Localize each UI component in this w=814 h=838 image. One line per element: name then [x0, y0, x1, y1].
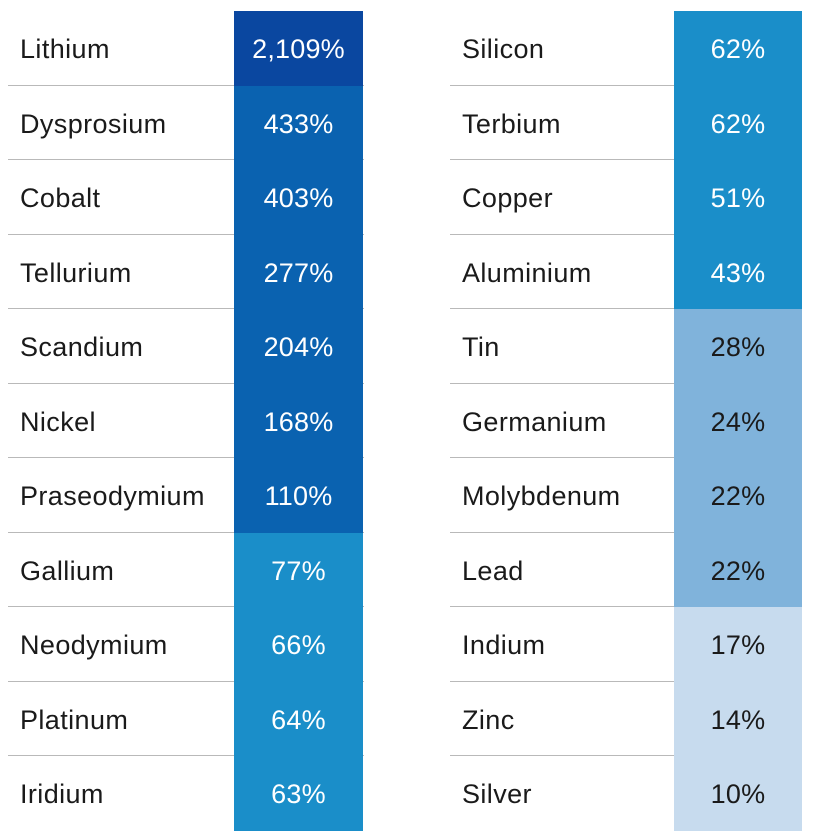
table-row: Lead 22% — [450, 532, 802, 607]
value-cell: 77% — [234, 532, 363, 607]
value-cell: 204% — [234, 309, 363, 384]
material-name: Nickel — [20, 406, 96, 437]
value-cell: 63% — [234, 756, 363, 831]
table-row: Silver 10% — [450, 756, 802, 831]
value-cell: 277% — [234, 234, 363, 309]
material-name: Tellurium — [20, 257, 132, 288]
value-cell: 62% — [674, 85, 802, 160]
left-table: Lithium 2,109% Dysprosium 433% Cobalt 403% Tel… — [8, 11, 364, 831]
material-name: Gallium — [20, 555, 115, 586]
table-row: Molybdenum 22% — [450, 458, 802, 533]
material-name: Silicon — [462, 34, 545, 64]
table-row: Copper 51% — [450, 160, 802, 235]
material-name: Dysprosium — [20, 108, 167, 139]
material-name: Neodymium — [20, 630, 168, 660]
table-row: Scandium 204% — [8, 309, 364, 384]
table-row: Terbium 62% — [450, 85, 802, 160]
material-name: Germanium — [462, 406, 607, 437]
value-cell: 10% — [674, 756, 802, 831]
value-cell: 24% — [674, 383, 802, 458]
table-row: Lithium 2,109% — [8, 11, 364, 86]
value-cell: 14% — [674, 681, 802, 756]
material-name: Lead — [462, 555, 524, 586]
table-row: Iridium 63% — [8, 756, 364, 831]
value-cell: 403% — [234, 160, 363, 235]
table-row: Dysprosium 433% — [8, 85, 364, 160]
material-name: Scandium — [20, 332, 144, 362]
table-row: Aluminium 43% — [450, 234, 802, 309]
value-cell: 28% — [674, 309, 802, 384]
material-name: Indium — [462, 630, 546, 660]
value-cell: 2,109% — [234, 11, 363, 86]
table-row: Cobalt 403% — [8, 160, 364, 235]
material-name: Lithium — [20, 34, 110, 64]
table-row: Indium 17% — [450, 607, 802, 682]
value-cell: 64% — [234, 681, 363, 756]
table-row: Germanium 24% — [450, 383, 802, 458]
material-name: Molybdenum — [462, 481, 621, 511]
material-name: Terbium — [462, 108, 561, 139]
table-row: Neodymium 66% — [8, 607, 364, 682]
table-row: Gallium 77% — [8, 532, 364, 607]
material-name: Iridium — [20, 779, 104, 809]
material-name: Platinum — [20, 704, 129, 735]
table-row: Praseodymium 110% — [8, 458, 364, 533]
value-cell: 22% — [674, 532, 802, 607]
value-cell: 62% — [674, 11, 802, 86]
material-name: Copper — [462, 183, 553, 213]
value-cell: 110% — [234, 458, 363, 533]
table-row: Tin 28% — [450, 309, 802, 384]
table-row: Tellurium 277% — [8, 234, 364, 309]
value-cell: 168% — [234, 383, 363, 458]
material-name: Cobalt — [20, 183, 101, 213]
value-cell: 51% — [674, 160, 802, 235]
material-name: Silver — [462, 779, 532, 809]
value-cell: 17% — [674, 607, 802, 682]
value-cell: 66% — [234, 607, 363, 682]
table-row: Nickel 168% — [8, 383, 364, 458]
table-row: Silicon 62% — [450, 11, 802, 86]
table-row: Zinc 14% — [450, 681, 802, 756]
value-cell: 43% — [674, 234, 802, 309]
value-cell: 433% — [234, 85, 363, 160]
material-name: Aluminium — [462, 257, 592, 288]
right-table: Silicon 62% Terbium 62% Copper 51% Aluminium 43… — [450, 11, 802, 831]
material-name: Zinc — [462, 704, 515, 735]
table-row: Platinum 64% — [8, 681, 364, 756]
value-cell: 22% — [674, 458, 802, 533]
material-name: Tin — [462, 332, 500, 362]
material-name: Praseodymium — [20, 481, 205, 511]
